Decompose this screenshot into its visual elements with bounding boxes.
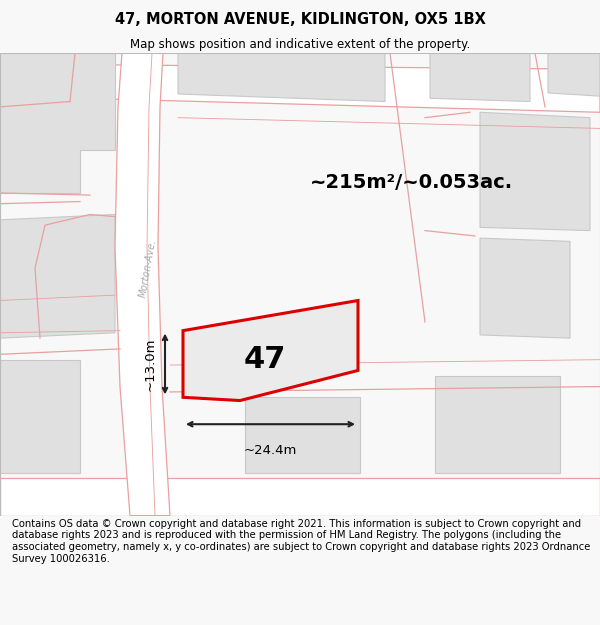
- Polygon shape: [115, 53, 170, 516]
- Text: 47, MORTON AVENUE, KIDLINGTON, OX5 1BX: 47, MORTON AVENUE, KIDLINGTON, OX5 1BX: [115, 12, 485, 27]
- Polygon shape: [480, 238, 570, 338]
- Text: ~215m²/~0.053ac.: ~215m²/~0.053ac.: [310, 173, 513, 192]
- Text: ~24.4m: ~24.4m: [244, 444, 297, 456]
- Polygon shape: [0, 214, 115, 338]
- Polygon shape: [480, 112, 590, 231]
- Polygon shape: [435, 376, 560, 472]
- Polygon shape: [0, 53, 115, 193]
- Text: 47: 47: [243, 346, 286, 374]
- Polygon shape: [245, 398, 360, 472]
- Text: Map shows position and indicative extent of the property.: Map shows position and indicative extent…: [130, 38, 470, 51]
- Polygon shape: [0, 359, 80, 472]
- Text: Contains OS data © Crown copyright and database right 2021. This information is : Contains OS data © Crown copyright and d…: [12, 519, 590, 564]
- Polygon shape: [178, 53, 385, 101]
- Polygon shape: [183, 301, 358, 401]
- Text: Morton-Ave.: Morton-Ave.: [138, 238, 158, 298]
- Text: ~13.0m: ~13.0m: [144, 338, 157, 391]
- Polygon shape: [0, 478, 600, 516]
- Polygon shape: [548, 53, 600, 96]
- Polygon shape: [0, 64, 600, 112]
- Polygon shape: [430, 53, 530, 101]
